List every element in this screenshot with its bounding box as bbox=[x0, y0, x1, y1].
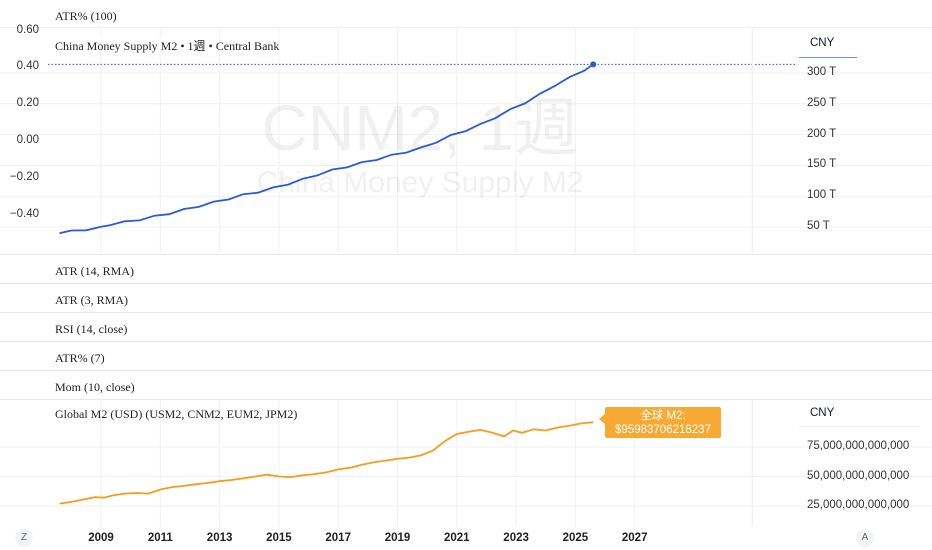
indicator-pane[interactable]: Mom (10, close) bbox=[0, 371, 932, 400]
left-axis-tick-label: 0.40 bbox=[17, 60, 39, 72]
indicator-label[interactable]: RSI (14, close) bbox=[55, 322, 128, 336]
indicator-label[interactable]: Mom (10, close) bbox=[55, 380, 135, 394]
value-tooltip: 全球 M2: $95983706218237 bbox=[599, 407, 721, 438]
indicator-pane[interactable]: RSI (14, close) bbox=[0, 313, 932, 342]
indicator-label[interactable]: ATR (3, RMA) bbox=[55, 293, 129, 307]
right-axis-tick-label: 75,000,000,000,000 bbox=[807, 440, 910, 452]
global-m2-pane[interactable]: Global M2 (USD) (USM2, CNM2, EUM2, JPM2)… bbox=[0, 399, 932, 527]
right-axis-tick-label: 100 T bbox=[807, 189, 837, 202]
right-axis-tick-label: 300 T bbox=[807, 66, 837, 78]
left-axis-tick-label: −0.20 bbox=[10, 171, 39, 183]
indicator-pane[interactable]: ATR (14, RMA) bbox=[0, 255, 932, 284]
indicator-label[interactable]: ATR (14, RMA) bbox=[55, 264, 135, 278]
left-axis-tick-label: 0.20 bbox=[17, 97, 39, 109]
indicator-pane[interactable]: ATR (3, RMA) bbox=[0, 284, 932, 313]
right-axis-tick-label: 25,000,000,000,000 bbox=[807, 499, 910, 511]
auto-scale-button[interactable]: A bbox=[856, 529, 874, 547]
currency-underline bbox=[799, 57, 857, 58]
x-tick-label: 2021 bbox=[444, 532, 470, 544]
currency-underline-bottom bbox=[799, 426, 919, 427]
right-axis-tick-label: 200 T bbox=[807, 127, 837, 140]
right-price-axis[interactable]: CNY 300 T 250 T 200 T 150 T 100 T 50 T bbox=[752, 28, 932, 255]
x-tick-label: 2009 bbox=[88, 532, 114, 544]
left-axis-ticks: 0.60 0.40 0.20 0.00 −0.20 −0.40 bbox=[10, 24, 39, 220]
left-axis-tick-label: −0.40 bbox=[10, 208, 39, 220]
time-axis[interactable]: Z A bbox=[0, 527, 932, 550]
x-tick-label: 2011 bbox=[147, 532, 173, 544]
left-axis-tick-label: 0.60 bbox=[17, 24, 39, 36]
indicator-pane[interactable]: ATR% (7) bbox=[0, 342, 932, 371]
indicator-label[interactable]: ATR% (7) bbox=[55, 351, 105, 365]
bottom-grid bbox=[0, 399, 932, 527]
x-tick-label: 2019 bbox=[384, 532, 411, 544]
currency-label[interactable]: CNY bbox=[810, 37, 835, 49]
x-tick-label: 2025 bbox=[562, 532, 589, 544]
x-tick-label: 2027 bbox=[621, 532, 648, 544]
watermark-main: CNM2, 1週 bbox=[262, 92, 579, 164]
right-value-axis[interactable]: CNY 75,000,000,000,000 50,000,000,000,000… bbox=[752, 399, 932, 527]
pane-divider bbox=[0, 27, 932, 28]
cnm2-series-line bbox=[59, 63, 594, 235]
bottom-chart-svg bbox=[0, 399, 932, 527]
right-axis-tick-label: 150 T bbox=[807, 158, 837, 171]
x-tick-label: 2023 bbox=[503, 532, 529, 544]
global-m2-series-line bbox=[59, 421, 594, 505]
x-tick-label: 2013 bbox=[206, 532, 233, 544]
series-title[interactable]: China Money Supply M2 • 1週 • Central Ban… bbox=[55, 37, 280, 54]
right-axis-tick-label: 50,000,000,000,000 bbox=[807, 469, 910, 482]
x-tick-label: 2017 bbox=[325, 532, 351, 544]
currency-label-bottom[interactable]: CNY bbox=[810, 407, 835, 419]
watermark-sub: China Money Supply M2 bbox=[257, 166, 584, 199]
x-tick-label: 2015 bbox=[266, 532, 292, 544]
last-value-marker bbox=[590, 61, 597, 68]
right-axis-tick-label: 250 T bbox=[807, 96, 837, 109]
tooltip-title: 全球 M2: bbox=[640, 410, 686, 422]
left-axis-tick-label: 0.00 bbox=[17, 134, 39, 146]
main-price-pane[interactable]: ATR% (100) CNM2, 1週 China Money Supply M… bbox=[0, 0, 932, 255]
global-m2-label[interactable]: Global M2 (USD) (USM2, CNM2, EUM2, JPM2) bbox=[55, 407, 298, 421]
right-axis-tick-label: 50 T bbox=[807, 220, 830, 232]
tooltip-value: $95983706218237 bbox=[615, 424, 711, 436]
indicator-label-atr-100[interactable]: ATR% (100) bbox=[55, 9, 117, 23]
zoom-reset-button[interactable]: Z bbox=[15, 529, 33, 547]
